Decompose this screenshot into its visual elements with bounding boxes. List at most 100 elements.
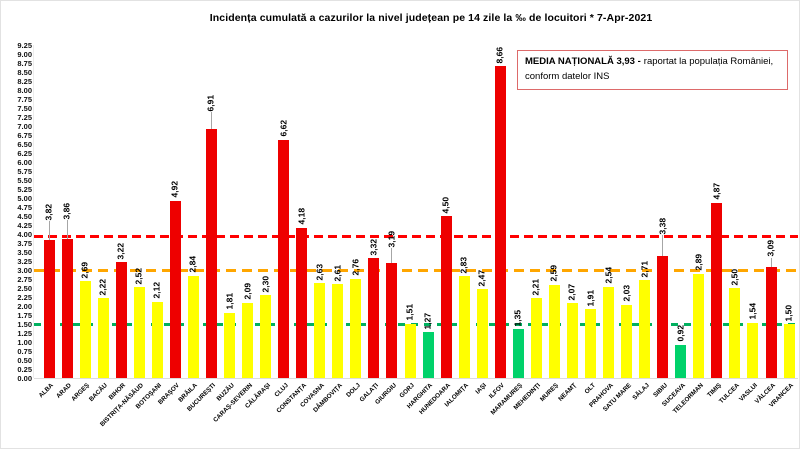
- bar-maramureș: [512, 329, 524, 378]
- bar-value-label: 2,59: [548, 265, 559, 282]
- y-axis-tick-label: 1.25: [17, 328, 32, 338]
- y-axis-tick-label: 6.75: [17, 130, 32, 140]
- label-leader-line: [770, 257, 772, 267]
- label-leader-line: [48, 221, 50, 241]
- bar-value-label: 2,89: [693, 254, 704, 271]
- y-axis-tick-label: 4.00: [17, 229, 32, 239]
- y-axis-tick-label: 9.00: [17, 49, 32, 59]
- y-axis-tick-label: 1.75: [17, 310, 32, 320]
- y-axis-tick-label: 9.25: [17, 40, 32, 50]
- bar-neamț: [566, 303, 578, 378]
- bar-value-label: 2,50: [729, 268, 740, 285]
- y-axis-tick-label: 2.75: [17, 274, 32, 284]
- bar-bihor: [115, 262, 127, 378]
- bar-value-label: 2,22: [97, 278, 108, 296]
- bar-value-label: 8,66: [494, 46, 505, 64]
- label-leader-line: [210, 112, 212, 130]
- bar-value-label: 1,50: [783, 304, 794, 321]
- threshold-line-yellow-zone-green: [34, 322, 798, 326]
- bar-value-label: 3,22: [115, 242, 126, 260]
- threshold-line-national-average-red: [34, 235, 798, 239]
- x-axis-label: ALBA: [37, 382, 55, 400]
- bar-buzău: [224, 312, 235, 378]
- bar-ilfov: [494, 66, 506, 378]
- bar-teleorman: [693, 273, 705, 378]
- bar-value-label: 2,54: [603, 267, 614, 284]
- bar-value-label: 2,84: [187, 256, 198, 273]
- bar-timiș: [711, 202, 723, 378]
- bar-value-label: 2,61: [332, 264, 343, 282]
- bar-tulcea: [729, 288, 741, 378]
- bar-value-label: 4,87: [711, 183, 722, 200]
- y-axis-tick-label: 0.00: [17, 373, 32, 383]
- y-axis-tick-label: 2.25: [17, 292, 32, 302]
- bar-brașov: [169, 200, 181, 378]
- y-axis-tick-label: 2.50: [17, 283, 32, 293]
- bar-prahova: [603, 286, 615, 378]
- bar-value-label: 3,32: [368, 238, 379, 256]
- bar-ialomița: [458, 276, 470, 378]
- bar-vâlcea: [765, 266, 777, 378]
- bar-brăila: [187, 275, 199, 378]
- bar-value-label: 2,52: [133, 267, 144, 285]
- bar-value-label: 3,09: [765, 240, 776, 257]
- bar-bucurești: [205, 129, 217, 378]
- bar-dolj: [350, 278, 362, 378]
- y-axis-tick-label: 5.25: [17, 184, 32, 194]
- y-axis-tick-label: 1.00: [17, 337, 32, 347]
- label-leader-line: [662, 235, 664, 257]
- bar-olt: [585, 309, 596, 378]
- bar-sibiu: [657, 256, 669, 378]
- bar-gorj: [404, 323, 416, 378]
- y-axis-tick-label: 7.25: [17, 112, 32, 122]
- y-axis-tick-label: 8.75: [17, 58, 32, 68]
- bar-value-label: 1,54: [747, 303, 758, 320]
- y-axis-tick-label: 1.50: [17, 319, 32, 329]
- x-axis-baseline: [34, 378, 798, 379]
- bar-sălaj: [639, 280, 651, 378]
- bar-value-label: 2,63: [314, 263, 325, 281]
- threshold-line-red-zone-orange: [34, 268, 798, 272]
- y-axis-tick-label: 7.00: [17, 121, 32, 131]
- y-axis-tick-label: 5.00: [17, 193, 32, 203]
- bar-value-label: 2,71: [639, 260, 650, 278]
- bar-constanța: [296, 227, 308, 378]
- y-axis-tick-label: 8.50: [17, 67, 32, 77]
- bar-argeș: [79, 281, 91, 378]
- y-axis-tick-label: 6.00: [17, 157, 32, 167]
- bar-iași: [476, 289, 488, 378]
- label-leader-line: [66, 220, 68, 240]
- y-axis-tick-label: 7.50: [17, 103, 32, 113]
- legend-description: raportat la populația României, conform …: [525, 56, 774, 82]
- bar-value-label: 6,62: [278, 120, 289, 137]
- y-axis-tick-label: 0.75: [17, 346, 32, 356]
- bar-giurgiu: [386, 263, 398, 378]
- bar-suceava: [675, 344, 687, 378]
- bar-mureș: [548, 284, 560, 378]
- y-axis-tick-label: 6.50: [17, 139, 32, 149]
- bar-harghita: [422, 332, 434, 378]
- bar-cluj: [278, 139, 290, 378]
- bar-value-label: 2,76: [350, 259, 361, 276]
- bar-mehedinți: [530, 298, 542, 378]
- bar-value-label: 3,38: [657, 217, 668, 235]
- y-axis-tick-label: 8.25: [17, 76, 32, 86]
- y-axis-tick-label: 4.75: [17, 202, 32, 212]
- bar-value-label: 1,51: [404, 304, 415, 321]
- legend-national-average-value: MEDIA NAȚIONALĂ 3,93 -: [525, 56, 641, 67]
- bar-value-label: 3,86: [61, 202, 72, 220]
- y-axis-tick-label: 3.75: [17, 238, 32, 248]
- y-axis-tick-label: 8.00: [17, 85, 32, 95]
- bar-vaslui: [747, 322, 759, 378]
- bar-value-label: 3,19: [386, 230, 397, 248]
- bar-galați: [368, 258, 380, 378]
- bar-value-label: 4,18: [296, 207, 307, 225]
- bar-dâmbovița: [332, 284, 344, 378]
- bar-value-label: 2,03: [621, 285, 632, 302]
- bar-value-label: 1,81: [224, 293, 234, 310]
- bar-caraș-severin: [242, 302, 254, 378]
- bar-value-label: 2,69: [79, 261, 90, 279]
- y-axis-tick-label: 0.50: [17, 355, 32, 365]
- y-axis-tick-label: 5.75: [17, 166, 32, 176]
